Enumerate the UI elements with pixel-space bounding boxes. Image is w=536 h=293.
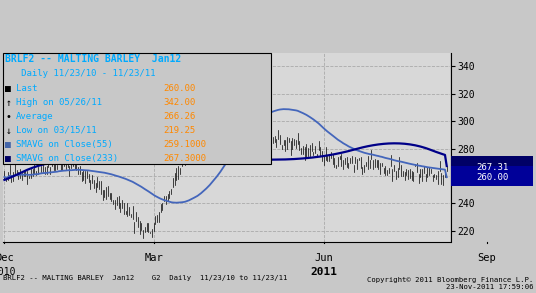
Text: Daily 11/23/10 - 11/23/11: Daily 11/23/10 - 11/23/11: [5, 69, 156, 78]
Text: ↓: ↓: [5, 126, 11, 136]
Text: 260.00: 260.00: [476, 173, 508, 182]
Text: Last: Last: [16, 84, 38, 93]
Text: 2010: 2010: [0, 267, 16, 277]
Text: 267.31: 267.31: [476, 163, 508, 172]
Text: Sep: Sep: [478, 253, 496, 263]
Text: Jun: Jun: [315, 253, 333, 263]
Text: 219.25: 219.25: [163, 126, 196, 135]
Text: Dec: Dec: [0, 253, 14, 263]
Text: 260.00: 260.00: [163, 84, 196, 93]
Text: 266.26: 266.26: [163, 112, 196, 121]
Text: 267.3000: 267.3000: [163, 154, 206, 163]
Text: High on 05/26/11: High on 05/26/11: [16, 98, 102, 107]
Text: Mar: Mar: [144, 253, 163, 263]
Text: 342.00: 342.00: [163, 98, 196, 107]
Text: •: •: [5, 112, 11, 122]
Text: 2011: 2011: [310, 267, 337, 277]
Text: 259.1000: 259.1000: [163, 140, 206, 149]
Text: ■: ■: [5, 154, 11, 164]
Text: ↑: ↑: [5, 98, 11, 108]
Text: BRLF2 -- MALTING BARLEY  Jan12: BRLF2 -- MALTING BARLEY Jan12: [5, 54, 182, 64]
Text: Copyright© 2011 Bloomberg Finance L.P.
23-Nov-2011 17:59:06: Copyright© 2011 Bloomberg Finance L.P. 2…: [367, 277, 533, 290]
Text: SMAVG on Close(55): SMAVG on Close(55): [16, 140, 113, 149]
Text: ■: ■: [5, 84, 11, 93]
Text: ■: ■: [5, 140, 11, 150]
Text: SMAVG on Close(233): SMAVG on Close(233): [16, 154, 118, 163]
Text: Low on 03/15/11: Low on 03/15/11: [16, 126, 96, 135]
Text: BRLF2 -- MALTING BARLEY  Jan12    G2  Daily  11/23/10 to 11/23/11: BRLF2 -- MALTING BARLEY Jan12 G2 Daily 1…: [3, 275, 287, 281]
Text: Average: Average: [16, 112, 54, 121]
